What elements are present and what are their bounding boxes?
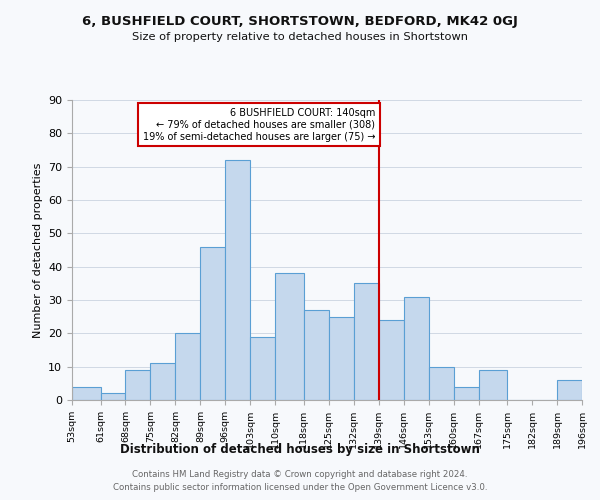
- Text: Contains public sector information licensed under the Open Government Licence v3: Contains public sector information licen…: [113, 484, 487, 492]
- Bar: [125, 370, 151, 400]
- Bar: [151, 364, 175, 400]
- Bar: [428, 366, 454, 400]
- Bar: [226, 160, 250, 400]
- Bar: [304, 310, 329, 400]
- Text: Size of property relative to detached houses in Shortstown: Size of property relative to detached ho…: [132, 32, 468, 42]
- Text: Distribution of detached houses by size in Shortstown: Distribution of detached houses by size …: [120, 442, 480, 456]
- Text: 6 BUSHFIELD COURT: 140sqm
← 79% of detached houses are smaller (308)
19% of semi: 6 BUSHFIELD COURT: 140sqm ← 79% of detac…: [143, 108, 375, 142]
- Bar: [404, 296, 428, 400]
- Bar: [200, 246, 226, 400]
- Bar: [454, 386, 479, 400]
- Bar: [101, 394, 125, 400]
- Bar: [72, 386, 101, 400]
- Text: Contains HM Land Registry data © Crown copyright and database right 2024.: Contains HM Land Registry data © Crown c…: [132, 470, 468, 479]
- Bar: [479, 370, 507, 400]
- Bar: [379, 320, 404, 400]
- Bar: [250, 336, 275, 400]
- Text: 6, BUSHFIELD COURT, SHORTSTOWN, BEDFORD, MK42 0GJ: 6, BUSHFIELD COURT, SHORTSTOWN, BEDFORD,…: [82, 15, 518, 28]
- Bar: [354, 284, 379, 400]
- Bar: [329, 316, 354, 400]
- Bar: [275, 274, 304, 400]
- Bar: [557, 380, 582, 400]
- Bar: [175, 334, 200, 400]
- Y-axis label: Number of detached properties: Number of detached properties: [32, 162, 43, 338]
